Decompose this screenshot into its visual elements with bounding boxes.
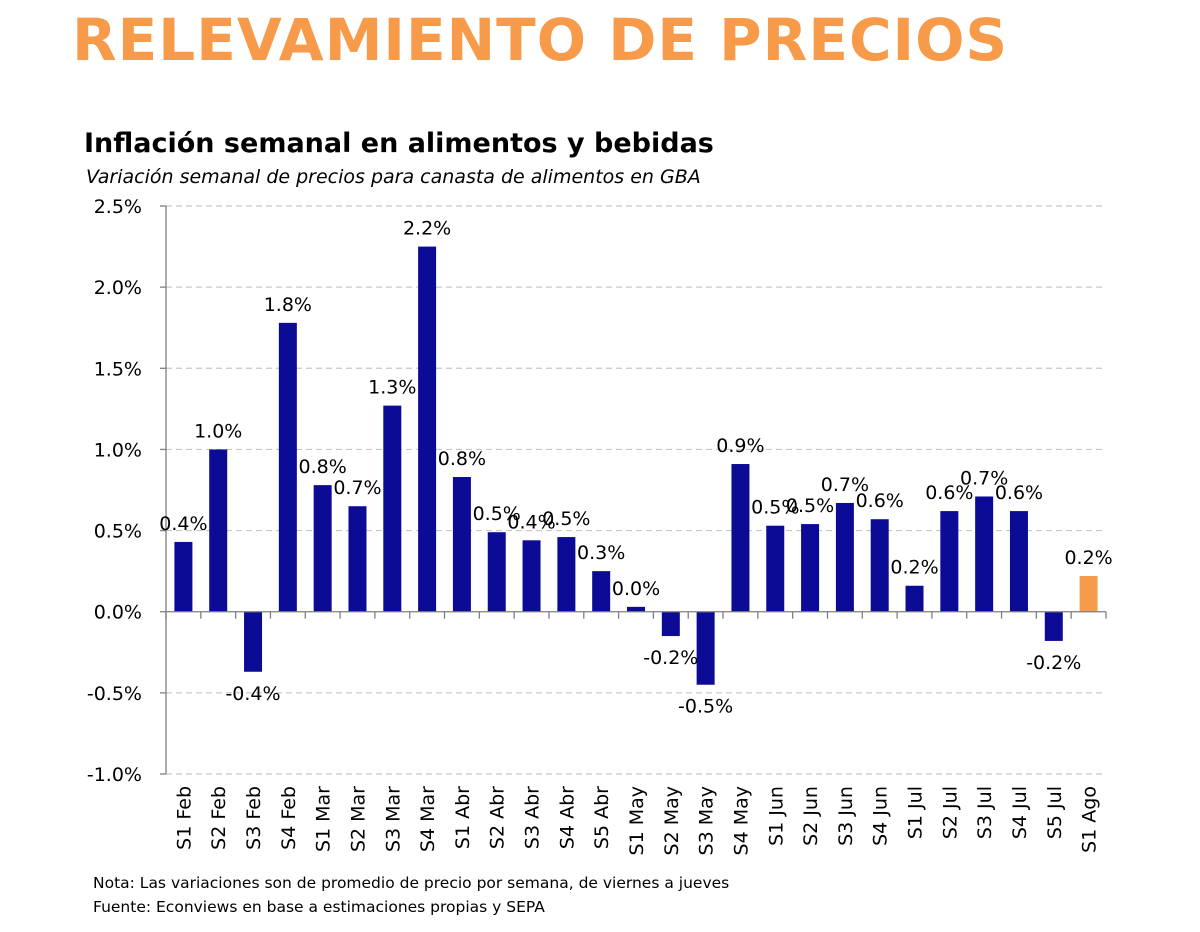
y-tick-label: 0.0%: [94, 602, 142, 624]
x-tick-label: S1 Jun: [765, 786, 787, 846]
x-tick-label: S3 Jul: [974, 786, 996, 839]
bar: [975, 496, 994, 612]
bar: [940, 511, 959, 612]
data-label: 1.8%: [264, 294, 312, 316]
data-label: 0.7%: [821, 474, 869, 496]
x-tick-label: S5 Abr: [591, 786, 613, 849]
chart-source: Fuente: Econviews en base a estimaciones…: [93, 898, 545, 916]
y-tick-label: -0.5%: [87, 683, 142, 705]
bar: [348, 506, 367, 612]
x-tick-label: S3 Feb: [243, 786, 265, 850]
y-tick-label: 2.5%: [94, 196, 142, 218]
data-label: 0.6%: [995, 482, 1043, 504]
data-label: 0.7%: [960, 467, 1008, 489]
x-tick-label: S2 Abr: [487, 786, 509, 849]
data-label: 1.3%: [368, 377, 416, 399]
bar: [522, 540, 541, 612]
bar: [452, 477, 471, 612]
x-tick-label: S2 Mar: [347, 786, 369, 852]
data-label: 0.5%: [751, 497, 799, 519]
bar: [487, 532, 506, 612]
bar: [870, 519, 889, 612]
x-tick-label: S3 Mar: [382, 786, 404, 852]
y-tick-label: 0.5%: [94, 521, 142, 543]
bar: [661, 611, 680, 637]
x-tick-label: S4 Abr: [556, 786, 578, 849]
bar: [278, 322, 297, 612]
x-tick-label: S2 May: [661, 786, 683, 855]
bar: [1079, 576, 1098, 612]
chart-note: Nota: Las variaciones son de promedio de…: [93, 874, 730, 892]
bar: [383, 405, 402, 612]
y-tick-label: 1.5%: [94, 358, 142, 380]
x-tick-label: S4 Jul: [1009, 786, 1031, 839]
x-tick-label: S3 May: [696, 786, 718, 855]
data-label: 0.5%: [542, 508, 590, 530]
x-tick-label: S5 Jul: [1044, 786, 1066, 839]
x-tick-label: S1 Abr: [452, 786, 474, 849]
x-tick-label: S4 Feb: [278, 786, 300, 850]
x-tick-label: S1 Mar: [313, 786, 335, 852]
chart-subtitle: Variación semanal de precios para canast…: [86, 166, 701, 188]
data-label: 0.8%: [299, 456, 347, 478]
data-label: 0.0%: [612, 578, 660, 600]
x-tick-label: S4 May: [730, 786, 752, 855]
data-label: 0.2%: [890, 557, 938, 579]
data-label: 0.2%: [1064, 547, 1112, 569]
x-tick-label: S4 Mar: [417, 786, 439, 852]
chart-title: Inflación semanal en alimentos y bebidas: [84, 128, 714, 159]
data-label: 0.4%: [159, 513, 207, 535]
x-tick-label: S1 Feb: [173, 786, 195, 850]
x-tick-label: S1 Ago: [1079, 786, 1101, 853]
banner-title: RELEVAMIENTO DE PRECIOS: [72, 6, 1009, 74]
bar: [627, 606, 645, 612]
data-label: -0.4%: [225, 683, 280, 705]
data-label: 0.9%: [716, 435, 764, 457]
x-tick-label: S2 Jun: [800, 786, 822, 846]
data-label: 0.4%: [507, 511, 555, 533]
bar: [696, 611, 715, 685]
bar: [731, 464, 750, 612]
x-tick-label: S4 Jun: [870, 786, 892, 846]
bar: [766, 525, 785, 612]
data-label: -0.2%: [1026, 652, 1081, 674]
data-label: 0.6%: [925, 482, 973, 504]
bar: [905, 585, 924, 612]
bar: [209, 449, 228, 612]
data-label: 0.3%: [577, 542, 625, 564]
data-label: 0.6%: [856, 490, 904, 512]
y-tick-label: -1.0%: [87, 764, 142, 786]
x-tick-label: S3 Jun: [835, 786, 857, 846]
x-tick-label: S2 Feb: [208, 786, 230, 850]
data-label: 1.0%: [194, 420, 242, 442]
data-label: 0.5%: [786, 495, 834, 517]
data-label: -0.2%: [643, 647, 698, 669]
bar: [592, 571, 611, 612]
bar: [557, 537, 576, 612]
x-tick-label: S2 Jul: [939, 786, 961, 839]
x-tick-label: S3 Abr: [522, 786, 544, 849]
bar: [313, 485, 332, 612]
x-tick-label: S1 Jul: [905, 786, 927, 839]
y-tick-label: 2.0%: [94, 277, 142, 299]
data-label: 0.8%: [438, 448, 486, 470]
bar: [801, 524, 820, 612]
bar: [1009, 511, 1028, 612]
y-tick-label: 1.0%: [94, 439, 142, 461]
bar: [244, 611, 263, 672]
data-label: 0.7%: [333, 477, 381, 499]
data-label: 0.5%: [473, 503, 521, 525]
bar: [418, 246, 437, 612]
data-label: -0.5%: [678, 696, 733, 718]
bar: [835, 502, 854, 612]
x-tick-label: S1 May: [626, 786, 648, 855]
bar: [1044, 611, 1063, 641]
data-label: 2.2%: [403, 218, 451, 240]
bar: [174, 541, 193, 612]
